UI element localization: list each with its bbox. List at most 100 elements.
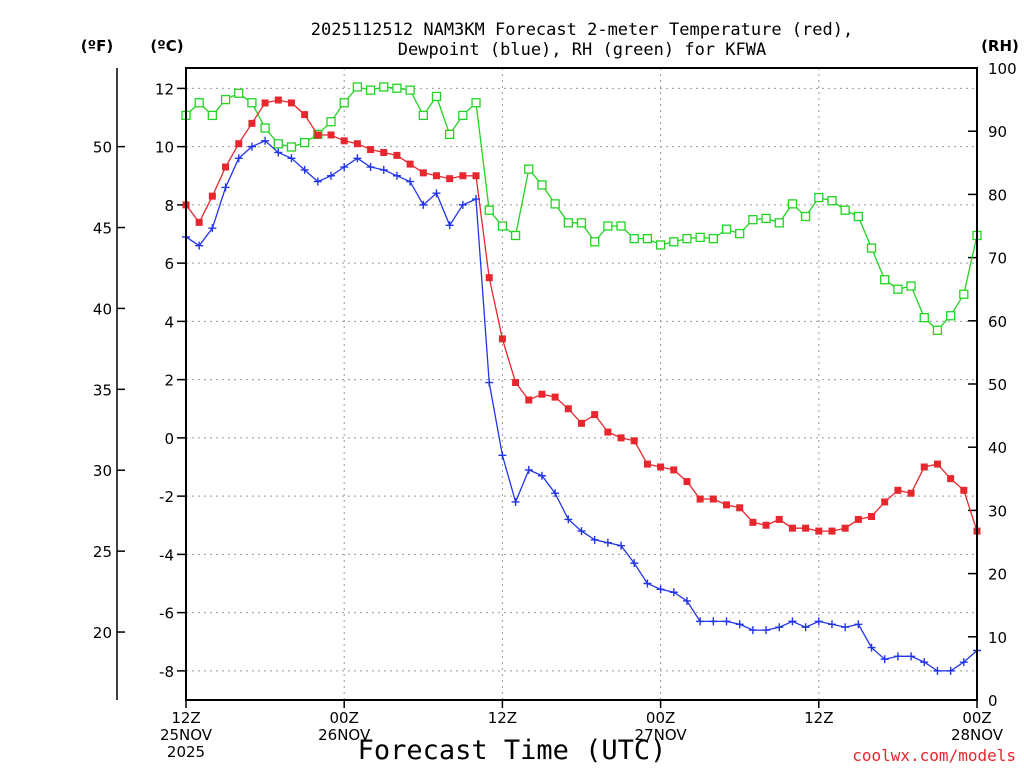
2-meter-temperature-point <box>301 111 309 119</box>
f-tick-label: 45 <box>93 220 112 238</box>
dewpoint-point <box>392 171 401 180</box>
x-tick-label: 2025 <box>167 743 205 761</box>
rh-tick-label: 30 <box>988 502 1007 520</box>
c-tick-label: 4 <box>164 313 174 331</box>
2-meter-temperature-point <box>472 172 480 180</box>
2-meter-temperature-point <box>274 96 282 104</box>
relative-humidity-point <box>392 83 402 93</box>
dewpoint-point <box>485 378 494 387</box>
rh-tick-label: 20 <box>988 566 1007 584</box>
dewpoint-point <box>656 585 665 594</box>
dewpoint-series <box>182 136 981 675</box>
relative-humidity-point <box>721 224 732 234</box>
dewpoint-point <box>445 221 454 230</box>
source-credit: coolwx.com/models <box>852 746 1016 765</box>
2-meter-temperature-point <box>881 498 889 506</box>
2-meter-temperature-point <box>604 428 612 436</box>
dewpoint-point <box>327 171 336 180</box>
2-meter-temperature-point <box>459 172 467 180</box>
2-meter-temperature-point <box>498 335 506 343</box>
2-meter-temperature-point <box>380 148 388 156</box>
dewpoint-point <box>669 588 678 597</box>
rh-tick-label: 100 <box>988 60 1017 78</box>
relative-humidity-point <box>445 129 455 140</box>
2-meter-temperature-point <box>828 527 836 535</box>
dewpoint-point <box>762 626 771 635</box>
2-meter-temperature-point <box>709 495 717 503</box>
2-meter-temperature-point <box>248 119 256 127</box>
2-meter-temperature-point <box>551 393 559 401</box>
dewpoint-point <box>300 165 309 174</box>
relative-humidity-point <box>748 215 758 225</box>
dewpoint-point <box>959 658 968 667</box>
2-meter-temperature-point <box>340 137 348 145</box>
relative-humidity-point <box>590 237 600 247</box>
relative-humidity-point <box>497 221 508 231</box>
dewpoint-point <box>841 623 850 632</box>
rh-tick-label: 50 <box>988 376 1007 394</box>
2-meter-temperature-point <box>907 489 915 497</box>
dewpoint-point <box>247 142 256 151</box>
x-tick-label: 00Z <box>330 709 359 727</box>
rh-tick-label: 80 <box>988 186 1007 204</box>
x-axis-label: Forecast Time (UTC) <box>358 735 667 766</box>
x-tick-label: 28NOV <box>951 726 1004 744</box>
dewpoint-point <box>537 471 546 480</box>
rh-tick-label: 90 <box>988 123 1007 141</box>
relative-humidity-point <box>959 289 969 299</box>
dewpoint-point <box>893 652 902 661</box>
f-tick-label: 50 <box>93 139 112 157</box>
2-meter-temperature-line <box>185 99 978 532</box>
dewpoint-point <box>313 177 322 186</box>
2-meter-temperature-point <box>723 501 731 509</box>
relative-humidity-point <box>484 205 494 215</box>
relative-humidity-point <box>906 281 916 291</box>
f-tick-label: 20 <box>93 624 112 642</box>
dewpoint-point <box>353 154 362 163</box>
rh-tick-label: 10 <box>988 629 1007 647</box>
relative-humidity-point <box>853 211 863 222</box>
2-meter-temperature-point <box>749 518 757 526</box>
2-meter-temperature-point <box>353 140 361 148</box>
relative-humidity-point <box>510 230 521 241</box>
dewpoint-point <box>775 623 784 632</box>
relative-humidity-point <box>431 91 442 102</box>
rh-tick-label: 0 <box>988 692 998 710</box>
2-meter-temperature-point <box>920 463 928 471</box>
dewpoint-point <box>590 535 599 544</box>
relative-humidity-point <box>787 199 798 209</box>
2-meter-temperature-point <box>564 405 572 413</box>
relative-humidity-point <box>603 221 613 231</box>
fahrenheit-axis-unit: (ºF) <box>81 37 113 55</box>
dewpoint-point <box>524 465 533 474</box>
dewpoint-point <box>498 451 507 460</box>
relative-humidity-point <box>339 98 349 108</box>
dewpoint-point <box>788 617 797 626</box>
dewpoint-point <box>617 541 626 550</box>
2-meter-temperature-point <box>617 434 625 442</box>
relative-humidity-point <box>945 311 956 321</box>
relative-humidity-point <box>800 211 811 222</box>
relative-humidity-point <box>642 233 653 244</box>
x-tick-label: 12Z <box>171 709 200 727</box>
c-tick-label: 6 <box>164 255 174 273</box>
2-meter-temperature-point <box>538 390 546 398</box>
2-meter-temperature-point <box>696 495 704 503</box>
dewpoint-point <box>933 666 942 675</box>
2-meter-temperature-point <box>393 151 401 159</box>
2-meter-temperature-point <box>235 140 243 148</box>
dewpoint-point <box>748 626 757 635</box>
f-tick-label: 35 <box>93 381 112 399</box>
2-meter-temperature-point <box>657 463 665 471</box>
dewpoint-point <box>551 489 560 498</box>
dewpoint-point <box>722 617 731 626</box>
2-meter-temperature-point <box>591 411 599 419</box>
plot-frame <box>185 67 978 701</box>
relative-humidity-point <box>932 325 943 335</box>
dewpoint-point <box>696 617 705 626</box>
f-tick-label: 25 <box>93 543 112 561</box>
relative-humidity-point <box>655 240 666 250</box>
c-tick-label: 12 <box>155 80 174 98</box>
